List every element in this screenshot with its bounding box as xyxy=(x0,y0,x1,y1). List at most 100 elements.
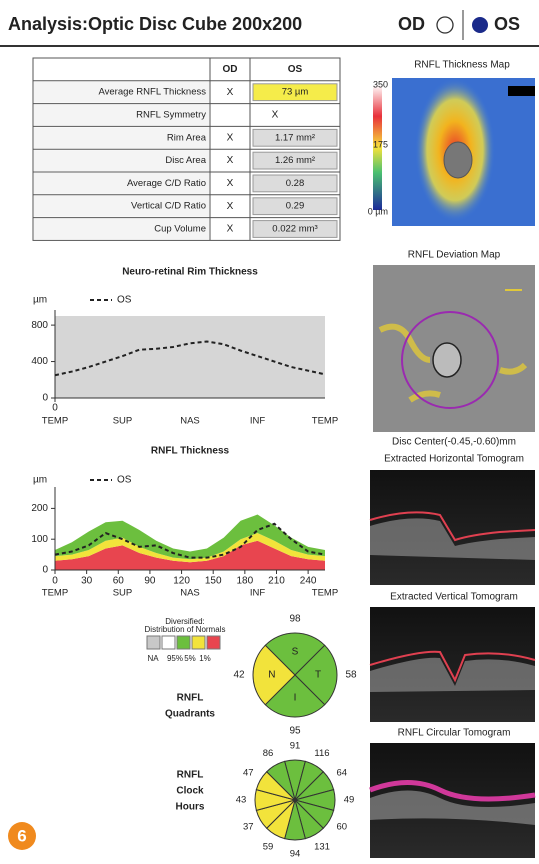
region-label: NAS xyxy=(180,416,200,427)
clock-value: 49 xyxy=(344,795,355,806)
quadrant-name: I xyxy=(294,693,297,704)
clock-value: 59 xyxy=(263,841,274,852)
legend-item-label: 95% xyxy=(167,654,183,663)
y-tick-label: 400 xyxy=(31,356,48,367)
legend-item-label: 5% xyxy=(184,654,196,663)
row-label: Average RNFL Thickness xyxy=(98,87,206,98)
od-value: X xyxy=(227,87,234,98)
clock-title: Hours xyxy=(176,802,205,813)
row-label: RNFL Symmetry xyxy=(136,110,206,121)
region-label: TEMP xyxy=(312,588,338,599)
clock-value: 60 xyxy=(336,822,347,833)
report-title: Analysis:Optic Disc Cube 200x200 xyxy=(8,14,302,34)
region-label: SUP xyxy=(113,416,133,427)
row-label: Cup Volume xyxy=(154,224,206,235)
y-axis-label: µm xyxy=(33,295,47,306)
clock-value: 64 xyxy=(336,768,347,779)
plot-background xyxy=(55,316,325,398)
legend-box xyxy=(192,636,205,649)
region-label: TEMP xyxy=(42,588,68,599)
legend-box xyxy=(147,636,160,649)
os-value: 73 µm xyxy=(282,87,309,98)
clock-value: 37 xyxy=(243,822,254,833)
y-tick-label: 800 xyxy=(31,320,48,331)
deviation-map-title: RNFL Deviation Map xyxy=(408,250,501,261)
tomogram-title: Extracted Vertical Tomogram xyxy=(390,592,518,603)
quadrant-value: 98 xyxy=(289,614,301,625)
row-value: X xyxy=(272,110,279,121)
row-label: Average C/D Ratio xyxy=(127,178,206,189)
region-label: SUP xyxy=(113,588,133,599)
map-marker xyxy=(508,86,535,96)
x-tick-label: 0 xyxy=(52,403,58,414)
row-label: Disc Area xyxy=(165,155,206,166)
disc xyxy=(444,142,472,178)
x-tick-label: 240 xyxy=(300,576,317,587)
x-tick-label: 60 xyxy=(113,576,125,587)
os-value: 1.17 mm² xyxy=(275,132,315,143)
thickness-map-title: RNFL Thickness Map xyxy=(414,60,510,71)
legend-title: Distribution of Normals xyxy=(145,625,226,634)
row-label: Vertical C/D Ratio xyxy=(131,201,206,212)
disc-center: Disc Center(-0.45,-0.60)mm xyxy=(392,437,516,448)
scale-label: 350 xyxy=(373,79,388,89)
legend-box xyxy=(162,636,175,649)
quadrant-value: 58 xyxy=(345,670,357,681)
clock-value: 43 xyxy=(236,795,247,806)
legend-label: OS xyxy=(117,475,132,486)
legend-item-label: NA xyxy=(147,654,159,663)
region-label: NAS xyxy=(180,588,200,599)
legend-label: OS xyxy=(117,295,132,306)
tomogram-title: RNFL Circular Tomogram xyxy=(398,728,511,739)
quadrant-name: T xyxy=(315,670,321,681)
scale-label: 0 µm xyxy=(368,206,388,216)
quadrant-title: RNFL xyxy=(177,693,204,704)
legend-box xyxy=(177,636,190,649)
x-tick-label: 180 xyxy=(237,576,254,587)
clock-value: 116 xyxy=(314,748,329,759)
chart-title: Neuro-retinal Rim Thickness xyxy=(122,267,258,278)
od-value: X xyxy=(227,132,234,143)
od-radio[interactable] xyxy=(437,17,453,33)
clock-value: 131 xyxy=(314,841,330,852)
x-tick-label: 120 xyxy=(173,576,190,587)
os-radio[interactable] xyxy=(472,17,488,33)
clock-value: 91 xyxy=(290,741,301,752)
os-value: 1.26 mm² xyxy=(275,155,315,166)
x-tick-label: 90 xyxy=(144,576,156,587)
od-value: X xyxy=(227,201,234,212)
x-tick-label: 150 xyxy=(205,576,222,587)
os-value: 0.28 xyxy=(286,178,305,189)
y-axis-label: µm xyxy=(33,475,47,486)
quadrant-value: 42 xyxy=(233,670,245,681)
quadrant-name: N xyxy=(268,670,275,681)
od-value: X xyxy=(227,224,234,235)
region-label: INF xyxy=(250,588,266,599)
y-tick-label: 0 xyxy=(42,393,48,404)
y-tick-label: 0 xyxy=(42,565,48,576)
x-tick-label: 0 xyxy=(52,576,58,587)
scale-label: 175 xyxy=(373,139,388,149)
tomogram-title: Extracted Horizontal Tomogram xyxy=(384,454,524,465)
legend-item-label: 1% xyxy=(199,654,211,663)
x-tick-label: 210 xyxy=(268,576,285,587)
x-tick-label: 30 xyxy=(81,576,93,587)
clock-title: Clock xyxy=(176,786,204,797)
column-header: OS xyxy=(288,64,303,75)
clock-value: 47 xyxy=(243,768,254,779)
od-value: X xyxy=(227,178,234,189)
os-value: 0.29 xyxy=(286,201,305,212)
quadrant-name: S xyxy=(292,647,299,658)
region-label: INF xyxy=(250,416,266,427)
od-value: X xyxy=(227,155,234,166)
region-label: TEMP xyxy=(312,416,338,427)
os-value: 0.022 mm³ xyxy=(272,224,317,235)
clock-value: 86 xyxy=(263,748,274,759)
od-label: OD xyxy=(398,14,425,34)
column-header: OD xyxy=(223,64,238,75)
y-tick-label: 200 xyxy=(31,503,48,514)
legend-box xyxy=(207,636,220,649)
report: Analysis:Optic Disc Cube 200x200 OD OS 6… xyxy=(0,0,539,864)
quadrant-title: Quadrants xyxy=(165,709,215,720)
quadrant-value: 95 xyxy=(289,726,301,737)
